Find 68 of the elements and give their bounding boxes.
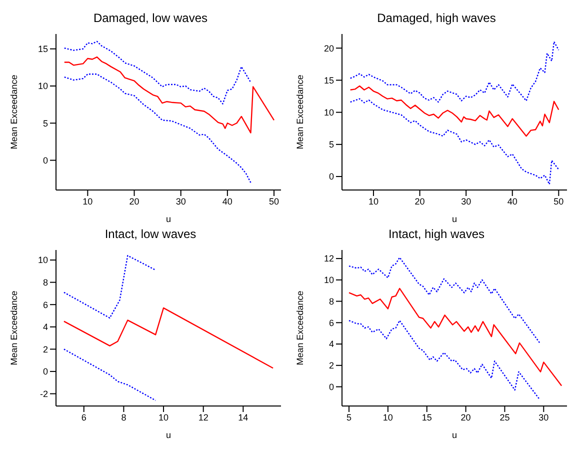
y-axis-title: Mean Exceedance — [9, 74, 20, 150]
y-tick-label: 0 — [328, 172, 334, 182]
y-tick-label: 4 — [328, 339, 334, 350]
y-tick-label: 8 — [42, 278, 48, 288]
y-tick-label: 10 — [38, 255, 48, 266]
y-tick-label: 8 — [328, 296, 334, 306]
x-tick-label: 12 — [198, 412, 208, 422]
x-tick-label: 14 — [238, 412, 248, 422]
x-tick-label: 6 — [81, 412, 86, 422]
y-tick-label: 5 — [328, 140, 334, 150]
y-tick-label: -2 — [40, 388, 48, 399]
x-tick-label: 50 — [554, 196, 564, 206]
x-tick-label: 25 — [500, 412, 510, 422]
x-tick-label: 20 — [460, 412, 471, 422]
x-tick-label: 40 — [507, 196, 518, 206]
y-tick-label: 6 — [328, 318, 334, 328]
x-tick-label: 10 — [368, 196, 378, 206]
x-axis-title: u — [166, 214, 172, 224]
y-axis-title: Mean Exceedance — [295, 74, 306, 150]
x-axis-title: u — [452, 214, 458, 224]
x-axis-title: u — [452, 430, 458, 440]
x-tick-label: 20 — [414, 196, 425, 206]
line-series — [64, 74, 252, 184]
x-tick-label: 40 — [222, 196, 232, 206]
line-series — [63, 254, 156, 319]
y-tick-label: 20 — [324, 43, 334, 54]
y-tick-label: 2 — [42, 344, 48, 354]
chart-title: Damaged, low waves — [92, 10, 209, 27]
line-series — [348, 320, 540, 400]
x-tick-label: 5 — [346, 412, 352, 422]
y-tick-label: 10 — [324, 275, 334, 286]
y-tick-label: 2 — [328, 360, 334, 371]
y-tick-label: 10 — [324, 108, 334, 118]
line-series — [64, 40, 252, 104]
x-tick-label: 8 — [121, 412, 126, 422]
chart-title: Intact, low waves — [104, 226, 198, 243]
y-tick-label: 10 — [38, 81, 48, 92]
chart-title: Intact, high waves — [387, 226, 486, 243]
line-series — [350, 85, 560, 137]
chart-title: Damaged, high waves — [376, 10, 497, 27]
line-series — [63, 307, 274, 369]
y-tick-label: 12 — [324, 254, 334, 264]
line-series — [350, 98, 560, 185]
x-tick-label: 10 — [82, 196, 93, 206]
x-tick-label: 30 — [461, 196, 472, 206]
line-series — [63, 348, 156, 402]
line-series — [64, 56, 275, 134]
x-tick-label: 10 — [158, 412, 169, 422]
y-tick-label: 15 — [324, 75, 334, 86]
x-tick-label: 20 — [129, 196, 140, 206]
line-series — [348, 288, 562, 386]
line-series — [348, 256, 540, 344]
x-tick-label: 30 — [538, 412, 549, 422]
y-tick-label: 0 — [42, 366, 48, 377]
x-tick-label: 15 — [422, 412, 432, 422]
y-tick-label: 0 — [328, 382, 334, 392]
y-tick-label: 5 — [42, 118, 48, 128]
y-tick-label: 0 — [42, 155, 48, 166]
x-tick-label: 10 — [382, 412, 393, 422]
y-axis-title: Mean Exceedance — [9, 290, 20, 366]
line-series — [350, 41, 560, 103]
x-tick-label: 50 — [269, 196, 280, 206]
y-tick-label: 6 — [42, 300, 48, 310]
y-axis-title: Mean Exceedance — [295, 290, 306, 366]
y-tick-label: 15 — [38, 44, 48, 54]
x-axis-title: u — [166, 430, 172, 440]
x-tick-label: 30 — [176, 196, 186, 206]
y-tick-label: 4 — [42, 322, 48, 332]
